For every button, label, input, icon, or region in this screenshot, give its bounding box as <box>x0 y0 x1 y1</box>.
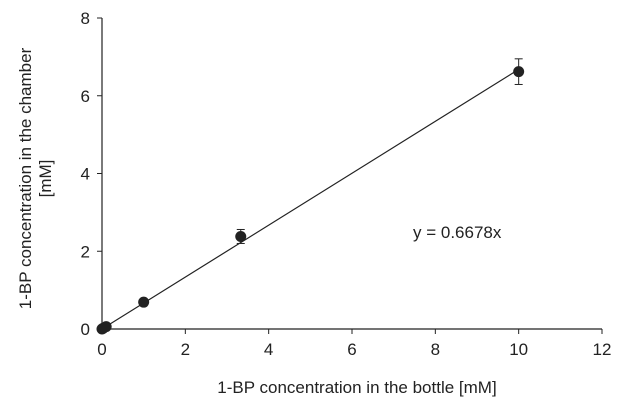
data-point <box>100 321 112 333</box>
data-point <box>235 230 247 242</box>
y-tick-label: 0 <box>81 320 90 339</box>
data-points-group <box>96 58 525 335</box>
y-axis-title-line-1: 1-BP concentration in the chamber <box>16 47 35 309</box>
y-tick-label: 8 <box>81 9 90 28</box>
x-axis-title: 1-BP concentration in the bottle [mM] <box>217 378 496 397</box>
y-tick-label: 6 <box>81 87 90 106</box>
trendline-group <box>101 68 519 330</box>
x-tick-label: 6 <box>347 340 356 359</box>
x-tick-label: 2 <box>181 340 190 359</box>
data-point <box>138 296 150 308</box>
x-tick-label: 10 <box>509 340 528 359</box>
x-tick-label: 0 <box>97 340 106 359</box>
x-tick-label: 8 <box>431 340 440 359</box>
y-axis-title-line-2: [mM] <box>36 160 55 198</box>
x-tick-label: 4 <box>264 340 273 359</box>
trendline <box>101 68 519 330</box>
y-tick-label: 4 <box>81 165 90 184</box>
axes: 0 2 4 6 8 10 12 0 2 4 6 8 <box>81 9 612 359</box>
data-point <box>513 66 525 78</box>
y-tick-label: 2 <box>81 242 90 261</box>
equation-annotation: y = 0.6678x <box>413 223 502 242</box>
x-tick-label: 12 <box>593 340 612 359</box>
